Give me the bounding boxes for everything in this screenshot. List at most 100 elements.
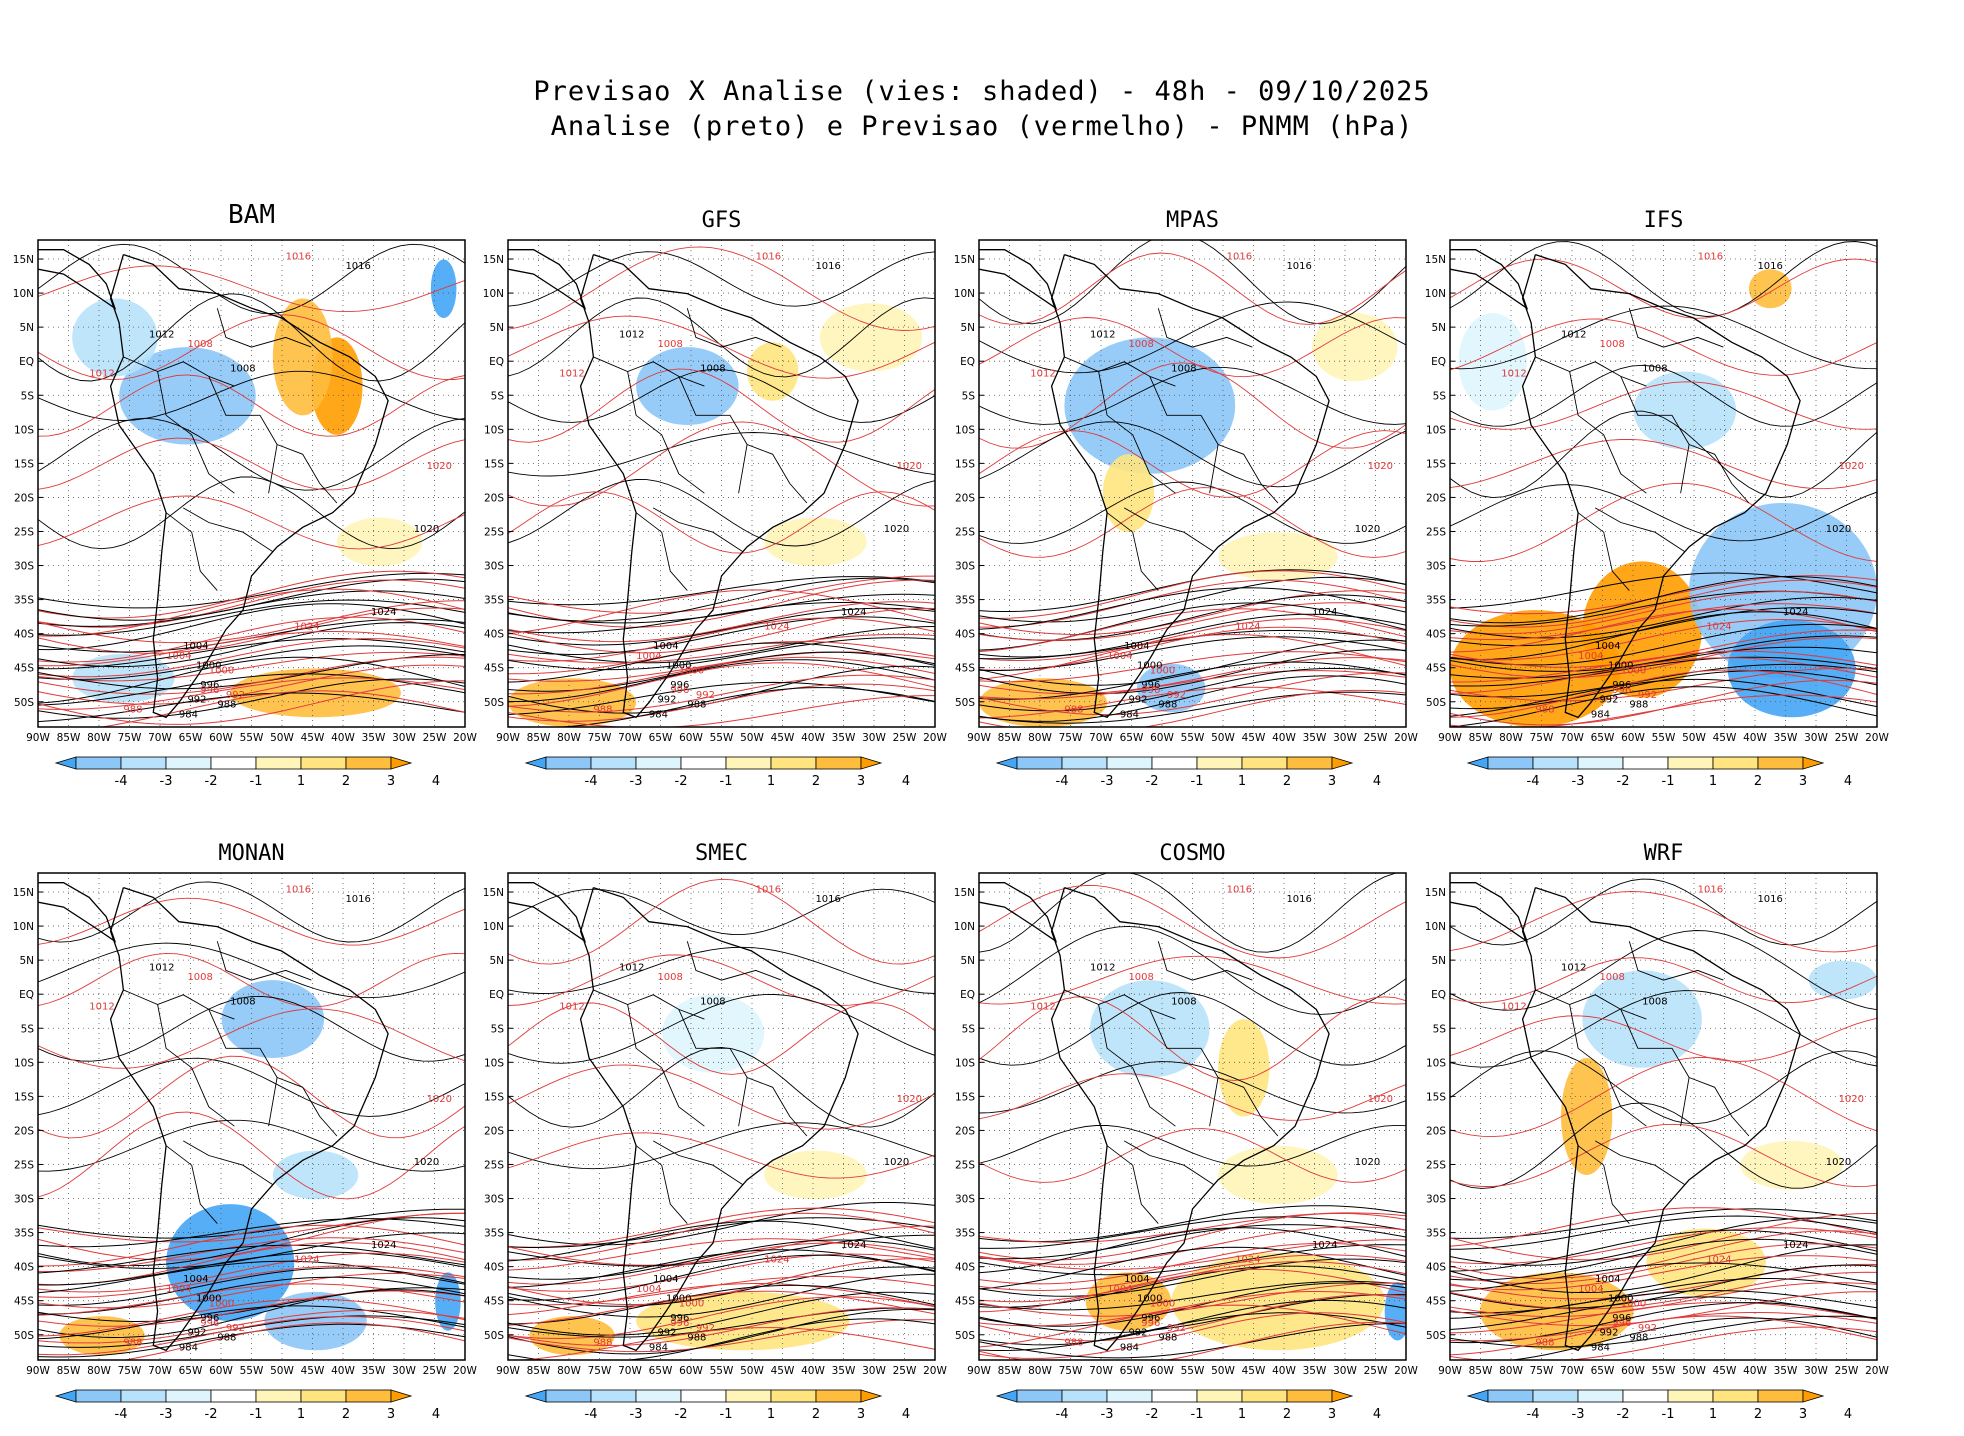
latitude-labels: 15N 10N 5N EQ 5S 10S 15S 20S 25S 30S 35S 40S 45S 50S	[483, 254, 513, 709]
lat-label: 15S	[14, 458, 34, 470]
country-border	[1535, 356, 1647, 387]
forecast-isobar-label: 992	[226, 690, 245, 701]
country-border	[182, 507, 274, 553]
latitude-labels: 15N 10N 5N EQ 5S 10S 15S 20S 25S 30S 35S 40S 45S 50S	[483, 887, 513, 1342]
analysis-isobar-label: 1008	[230, 996, 255, 1007]
colorbar-label: 3	[387, 774, 395, 789]
colorbar: -4 -3 -2 -1 1 2 3 4	[524, 756, 910, 789]
lat-label: 50S	[955, 697, 975, 709]
lat-label: 45S	[1426, 1296, 1446, 1308]
analysis-isobar-label: 1004	[1595, 641, 1620, 652]
lat-label: 5S	[21, 390, 35, 402]
analysis-isobar-label: 1020	[1355, 1157, 1380, 1168]
analysis-isobar-label: 1024	[1312, 607, 1337, 618]
forecast-isobar-label: 1000	[679, 665, 704, 676]
lat-label: 25S	[484, 1159, 504, 1171]
bias-region	[72, 298, 158, 377]
longitude-labels: 90W 85W 80W 75W 70W 65W 60W 55W 50W 45W 40W 35W 30W 2…	[1438, 732, 1889, 744]
forecast-isobar-label: 1016	[1227, 251, 1252, 262]
analysis-isobar-label: 1024	[371, 1240, 396, 1251]
lon-label: 75W	[588, 1365, 612, 1377]
colorbar-label: -2	[1617, 1407, 1630, 1422]
lon-label: 90W	[967, 732, 991, 744]
colorbar-label: 2	[812, 774, 820, 789]
isobars	[1450, 241, 1877, 727]
country-border	[1688, 1077, 1750, 1137]
lon-label: 65W	[1591, 1365, 1615, 1377]
analysis-isobar-label: 1020	[1355, 524, 1380, 535]
forecast-isobar-label: 996	[1141, 1318, 1160, 1329]
lat-label: 15N	[13, 887, 34, 899]
panel-title: IFS	[1643, 208, 1684, 233]
lon-label: 30W	[392, 732, 416, 744]
lon-label: 20W	[1865, 732, 1889, 744]
lon-label: 25W	[423, 1365, 447, 1377]
coastline	[508, 249, 859, 719]
lon-label: 80W	[1028, 1365, 1052, 1377]
analysis-isobar-label: 1024	[841, 607, 866, 618]
colorbar-label: 2	[1283, 1407, 1291, 1422]
analysis-isobar-label: 1016	[1286, 261, 1311, 272]
forecast-isobar-label: 988	[1064, 704, 1083, 715]
analysis-isobar-label: 1024	[371, 607, 396, 618]
lat-label: 40S	[1426, 1262, 1446, 1274]
analysis-isobar-label: 1024	[1312, 1240, 1337, 1251]
lon-label: 90W	[967, 1365, 991, 1377]
lat-label: EQ	[19, 356, 34, 368]
colorbar-segment	[545, 756, 592, 770]
longitude-labels: 90W 85W 80W 75W 70W 65W 60W 55W 50W 45W 40W 35W 30W 2…	[967, 1365, 1418, 1377]
lat-label: 35S	[1426, 595, 1446, 607]
lon-label: 35W	[1303, 732, 1327, 744]
lon-label: 50W	[1682, 732, 1706, 744]
lon-label: 85W	[1469, 1365, 1493, 1377]
colorbar-segment	[1712, 1389, 1759, 1403]
forecast-isobar-label: 1024	[1706, 622, 1731, 633]
analysis-isobar-label: 992	[187, 1328, 206, 1339]
panel-smec: SMEC 1016 1012 1020 1024 1008 1004 1000 996 992 98…	[470, 833, 977, 1433]
analysis-isobar-label: 1012	[1561, 962, 1586, 973]
lon-label: 90W	[496, 732, 520, 744]
lat-label: 30S	[14, 561, 34, 573]
analysis-isobar-label: 1012	[619, 329, 644, 340]
lon-label: 45W	[301, 732, 325, 744]
panel-title: GFS	[701, 208, 742, 233]
country-border	[686, 308, 782, 348]
lon-label: 55W	[1652, 732, 1676, 744]
lat-label: 45S	[484, 663, 504, 675]
analysis-isobar-label: 1008	[1171, 363, 1196, 374]
lon-label: 40W	[1743, 1365, 1767, 1377]
colorbar-label: -4	[1527, 774, 1540, 789]
map-frame	[1449, 872, 1878, 1361]
lon-label: 50W	[270, 1365, 294, 1377]
country-border	[276, 444, 338, 504]
colorbar-label: 1	[297, 1407, 305, 1422]
forecast-isobar-label: 1020	[427, 461, 452, 472]
forecast-isobar-label: 1024	[764, 1255, 789, 1266]
country-border	[1688, 444, 1750, 504]
analysis-isobar-label: 988	[1158, 700, 1177, 711]
lat-label: 5N	[1431, 322, 1446, 334]
colorbar-segment	[725, 756, 772, 770]
colorbar-label: -4	[115, 1407, 128, 1422]
colorbar-label: 3	[1799, 1407, 1807, 1422]
colorbar-segment	[1241, 756, 1288, 770]
bias-region	[221, 980, 325, 1059]
lat-label: 35S	[484, 595, 504, 607]
country-border	[627, 371, 705, 494]
lon-label: 45W	[1713, 1365, 1737, 1377]
lat-label: 15S	[955, 1091, 975, 1103]
lon-label: 75W	[118, 732, 142, 744]
lon-label: 60W	[1621, 1365, 1645, 1377]
lat-label: 15S	[484, 458, 504, 470]
lon-label: 20W	[1394, 732, 1418, 744]
lon-label: 90W	[26, 1365, 50, 1377]
lon-label: 30W	[1804, 1365, 1828, 1377]
analysis-isobar-label: 1000	[196, 661, 221, 672]
lon-label: 45W	[1713, 732, 1737, 744]
lon-label: 90W	[496, 1365, 520, 1377]
central-america-outline	[508, 882, 587, 943]
lat-label: 15N	[483, 254, 504, 266]
bias-region	[1090, 980, 1210, 1078]
